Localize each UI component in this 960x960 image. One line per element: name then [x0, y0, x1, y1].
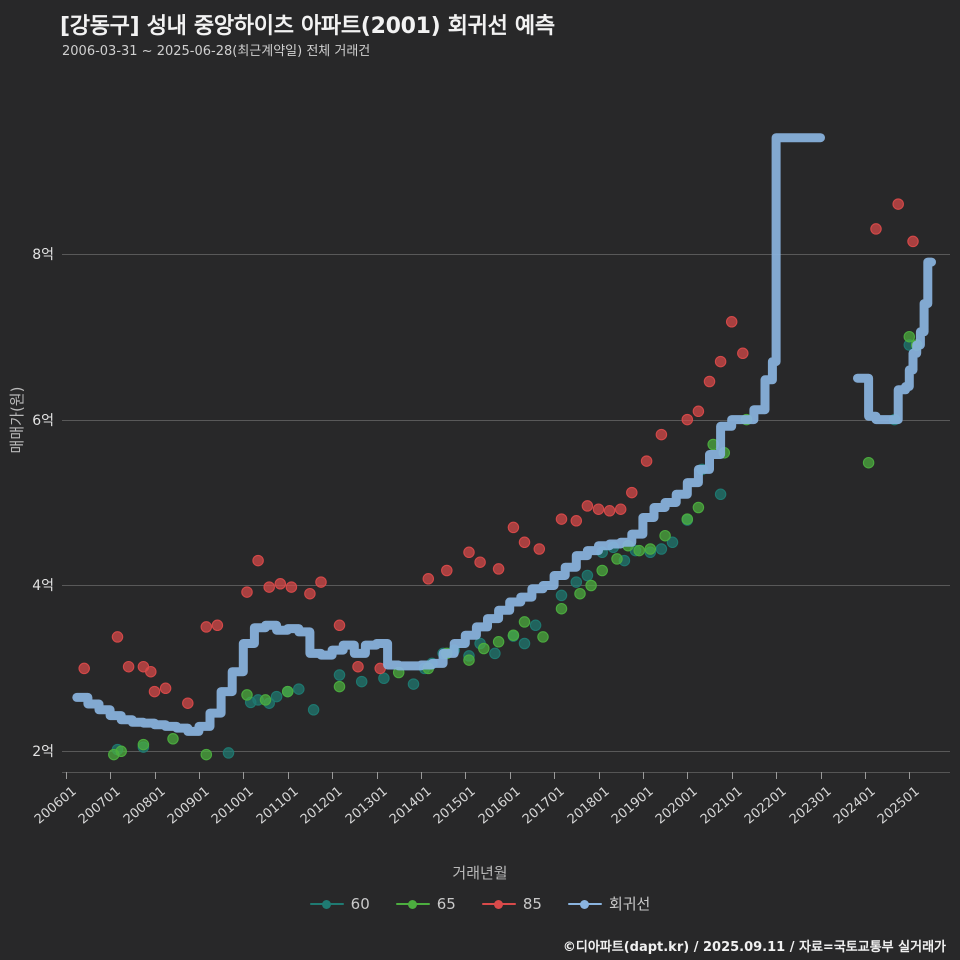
x-axis-tick [198, 772, 200, 779]
gridline [62, 253, 950, 255]
gridline [62, 585, 950, 587]
x-axis-tick-label: 201101 [253, 784, 302, 828]
page-title: [강동구] 성내 중앙하이츠 아파트(2001) 회귀선 예측 [60, 14, 555, 39]
x-axis-tick [642, 772, 644, 779]
x-axis-tick [287, 772, 289, 779]
chart-header: [강동구] 성내 중앙하이츠 아파트(2001) 회귀선 예측 2006-03-… [0, 0, 960, 70]
chart-legend: 60 65 85 회귀선 [0, 893, 960, 914]
y-axis-tick-label: 8억 [32, 246, 54, 263]
x-axis-tick [65, 772, 67, 779]
x-axis-tick [376, 772, 378, 779]
x-axis-tick-label: 202001 [653, 784, 701, 828]
x-axis-tick [332, 772, 334, 779]
x-axis-tick [509, 772, 511, 779]
x-axis-tick [465, 772, 467, 779]
x-axis-tick-label: 202301 [786, 784, 835, 828]
y-axis-tick-label: 4억 [32, 578, 54, 595]
legend-label: 85 [522, 894, 542, 913]
x-axis-tick [554, 772, 556, 779]
legend-swatch-icon [567, 898, 602, 910]
x-axis-tick [154, 772, 156, 779]
x-axis-tick-label: 201801 [564, 784, 613, 828]
x-axis-tick-label: 201901 [608, 784, 657, 828]
page-subtitle: 2006-03-31 ~ 2025-06-28(최근계약일) 전체 거래건 [62, 44, 371, 59]
x-axis-tick-label: 202201 [742, 784, 790, 828]
y-axis-title: 매매가(원) [8, 386, 26, 454]
legend-swatch-icon [309, 898, 344, 910]
x-axis-tick-label: 200701 [76, 784, 124, 828]
legend-item-65[interactable]: 65 [395, 894, 456, 913]
x-axis-tick-label: 202101 [697, 784, 746, 828]
legend-label: 65 [436, 894, 456, 913]
legend-swatch-icon [481, 898, 516, 910]
x-axis-tick-label: 201201 [298, 784, 346, 828]
legend-item-60[interactable]: 60 [309, 894, 370, 913]
x-axis-tick-label: 201401 [386, 784, 435, 828]
x-axis-tick-label: 200801 [120, 784, 169, 828]
x-axis-tick-label: 200901 [164, 784, 213, 828]
plot-area: 2억 4억 6억 8억 [32, 72, 950, 772]
x-axis-tick [909, 772, 911, 779]
y-axis-tick-label: 2억 [32, 744, 54, 761]
x-axis-tick-label: 201601 [475, 784, 524, 828]
gridline [62, 419, 950, 421]
x-axis-title: 거래년월 [452, 864, 508, 882]
x-axis-tick-label: 201701 [520, 784, 568, 828]
x-axis-tick [243, 772, 245, 779]
legend-label: 회귀선 [608, 895, 651, 913]
x-axis-tick [598, 772, 600, 779]
legend-item-회귀선[interactable]: 회귀선 [567, 893, 651, 914]
x-axis-tick [820, 772, 822, 779]
x-axis-line [62, 772, 950, 773]
legend-item-85[interactable]: 85 [481, 894, 542, 913]
x-axis-tick [776, 772, 778, 779]
x-axis-tick [687, 772, 689, 779]
y-axis-tick-label: 6억 [32, 412, 54, 429]
x-axis-tick-label: 202401 [830, 784, 879, 828]
legend-label: 60 [350, 894, 370, 913]
x-axis-tick [420, 772, 422, 779]
gridline [62, 751, 950, 753]
footer-credit: ©디아파트(dapt.kr) / 2025.09.11 / 자료=국토교통부 실… [562, 940, 946, 955]
x-axis-tick [110, 772, 112, 779]
x-axis-tick [864, 772, 866, 779]
x-axis-tick-label: 201301 [342, 784, 391, 828]
legend-swatch-icon [395, 898, 430, 910]
x-axis-tick-label: 201001 [209, 784, 257, 828]
x-axis-tick [731, 772, 733, 779]
x-axis-tick-label: 200601 [31, 784, 80, 828]
x-axis-tick-label: 202501 [875, 784, 923, 828]
x-axis-tick-label: 201501 [431, 784, 479, 828]
